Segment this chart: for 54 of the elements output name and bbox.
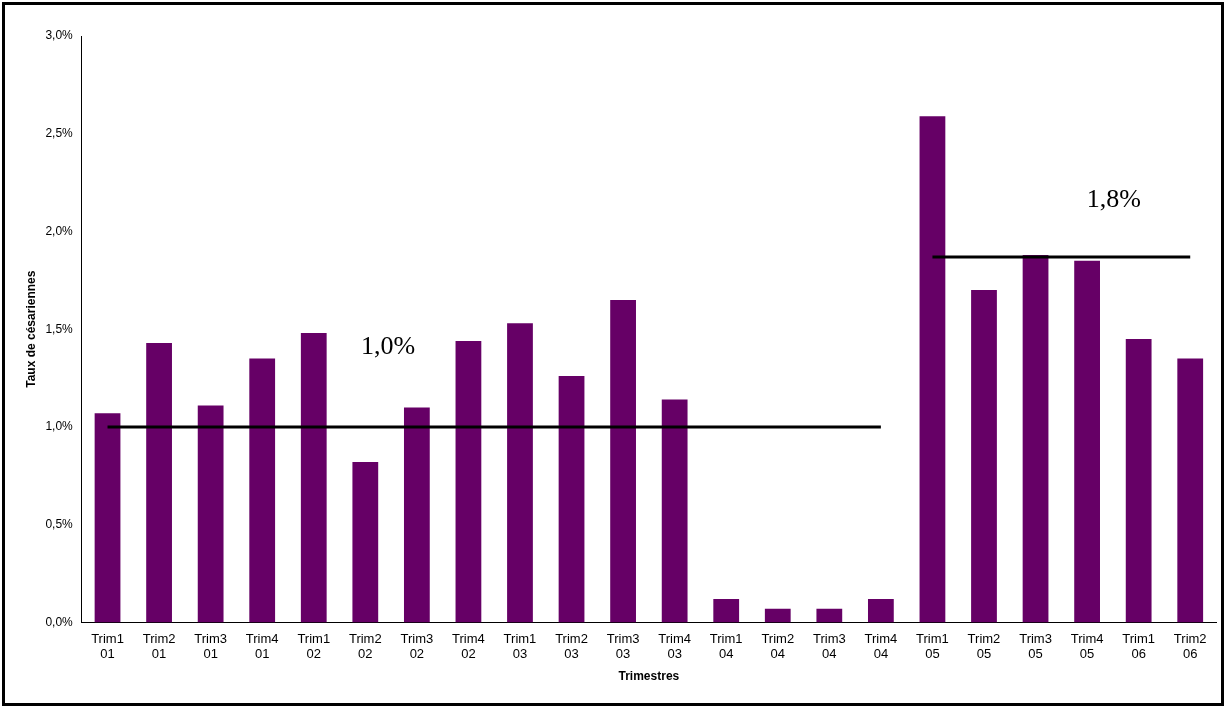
x-tick-label: Trim3 01 [194,630,228,662]
bar [971,290,997,623]
x-tick-label: Trim2 01 [142,630,176,662]
y-tick-label: 1,0% [45,419,74,434]
x-tick-label: Trim1 01 [91,630,124,662]
x-tick-label: Trim4 01 [245,630,279,662]
bar [816,608,843,623]
bar [455,340,482,623]
bar [867,598,894,623]
x-tick-label: Trim4 03 [658,630,692,662]
x-tick-label: Trim1 04 [709,630,743,662]
x-tick-label: Trim2 04 [761,630,795,662]
x-tick-label: Trim2 02 [348,630,382,662]
bar [764,608,791,623]
bar [713,598,740,623]
bar [558,376,585,623]
x-tick-label: Trim3 04 [812,630,846,662]
bar [94,413,121,623]
bar [661,399,688,623]
y-tick-label: 2,0% [45,223,74,238]
bar [507,323,533,623]
x-tick-label: Trim1 02 [297,630,331,662]
bar [610,299,636,623]
x-tick-label: Trim4 05 [1070,630,1104,662]
y-tick-label: 2,5% [45,126,74,141]
x-tick-label: Trim1 06 [1122,630,1156,662]
y-tick-label: 1,5% [45,321,74,336]
x-tick-label: Trim1 05 [916,630,949,662]
bar [352,462,379,623]
bar [249,358,276,623]
x-tick-label: Trim4 04 [864,630,898,662]
bar [403,407,430,623]
y-axis-title: Taux de césariennes [23,270,38,388]
y-tick-label: 0,5% [45,516,74,531]
x-tick-label: Trim2 05 [967,630,1001,662]
y-tick-label: 0,0% [45,614,74,629]
x-tick-label: Trim4 02 [452,630,485,662]
bar [919,116,946,623]
x-axis-title: Trimestres [618,669,680,684]
y-tick-label: 3,0% [45,28,74,43]
annotation: 1,8% [1086,184,1141,214]
x-tick-label: Trim3 03 [606,630,640,662]
bar [146,342,172,623]
bar [197,405,224,623]
x-tick-label: Trim3 02 [400,630,434,662]
x-tick-label: Trim3 05 [1019,630,1052,662]
bar [1074,260,1100,623]
x-tick-label: Trim1 03 [503,630,537,662]
bar [1125,338,1152,623]
bar [1177,358,1204,623]
x-tick-label: Trim2 06 [1173,630,1207,662]
bar [300,333,327,623]
annotation: 1,0% [360,330,416,360]
x-tick-label: Trim2 03 [555,630,588,662]
